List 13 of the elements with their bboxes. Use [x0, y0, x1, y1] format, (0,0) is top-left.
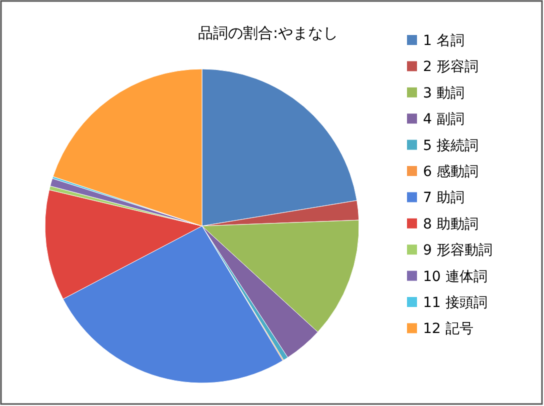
- legend-label: 1 名詞: [423, 33, 464, 49]
- legend-label: 4 副詞: [423, 112, 464, 128]
- legend-label: 2 形容詞: [423, 59, 478, 76]
- legend-label: 12 記号: [423, 321, 474, 338]
- chart-title: 品詞の割合:やまなし: [198, 24, 338, 42]
- legend-label: 7 助詞: [423, 190, 464, 206]
- legend-label: 11 接頭詞: [423, 295, 488, 311]
- legend-label: 5 接続詞: [423, 138, 478, 154]
- legend-label: 3 動詞: [423, 85, 464, 102]
- legend-label: 6 感動詞: [423, 164, 478, 180]
- legend-label: 8 助動詞: [423, 216, 478, 232]
- legend-label: 10 連体詞: [423, 268, 488, 285]
- legend-label: 9 形容動詞: [423, 242, 492, 259]
